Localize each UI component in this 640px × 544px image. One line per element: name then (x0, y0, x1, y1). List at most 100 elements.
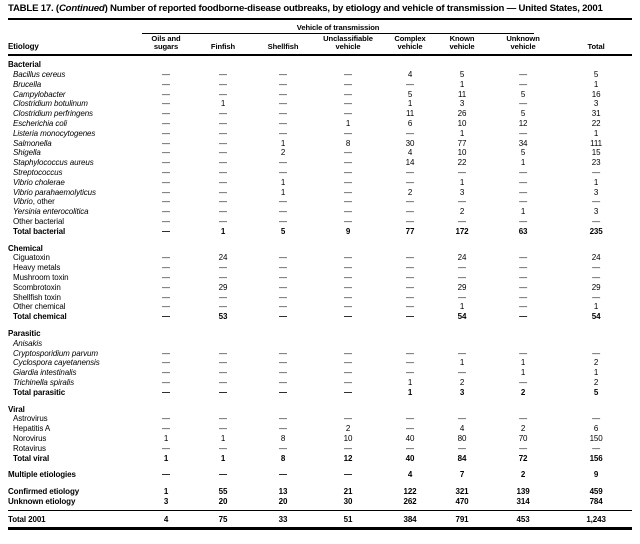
value-cell: — (344, 109, 352, 119)
value-cell: — (406, 217, 414, 227)
value-cell: — (279, 302, 287, 312)
etiology-name: Brucella (13, 79, 42, 89)
table-row: Ciguatoxin — 24 — — — 24 — 24 (8, 253, 632, 263)
value-cell: 31 (591, 109, 601, 119)
table-row: Total bacterial — 1 5 9 77 172 63 235 (8, 226, 632, 236)
value-cell: 11 (405, 109, 415, 119)
value-cell: 13 (278, 487, 288, 497)
value-cell: — (344, 168, 352, 178)
table-row: Vibrio, other — — — — — — — — (8, 197, 632, 207)
value-cell: 5 (520, 148, 526, 158)
value-cell: 70 (518, 433, 528, 443)
etiology-label: Listeria monocytogenes (8, 128, 138, 138)
value-cell: — (162, 414, 170, 424)
column-header-finfish: Finfish (194, 33, 252, 56)
value-cell (252, 338, 314, 348)
value-cell: 1 (220, 433, 226, 443)
etiology-label: Escherichia coli (8, 118, 138, 128)
value-cell: — (406, 443, 414, 453)
etiology-label: Rotavirus (8, 443, 138, 453)
value-cell: — (162, 443, 170, 453)
etiology-name: Streptococcus (13, 168, 63, 178)
table-row: Confirmed etiology 1 55 13 21 122 321 139 459 (8, 479, 632, 496)
value-cell: — (406, 263, 414, 273)
value-cell: — (279, 168, 287, 178)
value-cell: 1 (280, 177, 286, 187)
etiology-label: Heavy metals (8, 262, 138, 272)
value-cell: 2 (280, 148, 286, 158)
value-cell: — (519, 302, 527, 312)
value-cell: — (162, 187, 170, 197)
value-cell: — (344, 414, 352, 424)
value-cell: 9 (345, 226, 351, 236)
value-cell: — (406, 368, 414, 378)
value-cell: — (406, 128, 414, 138)
value-cell: — (219, 119, 227, 129)
value-cell: — (458, 368, 466, 378)
value-cell: — (519, 70, 527, 80)
value-cell: — (219, 158, 227, 168)
value-cell: — (162, 312, 170, 322)
value-cell: 321 (455, 487, 469, 497)
value-cell: 262 (403, 496, 417, 506)
value-cell: 1 (407, 387, 413, 397)
value-cell: — (219, 273, 227, 283)
value-cell: — (162, 302, 170, 312)
value-cell: — (279, 253, 287, 263)
value-cell: 2 (459, 207, 465, 217)
etiology-label: Brucella (8, 79, 138, 89)
etiology-name-suffix: , other (32, 197, 55, 207)
value-cell: 5 (459, 70, 465, 80)
table-row: Norovirus 1 1 8 10 40 80 70 150 (8, 433, 632, 443)
value-cell: — (279, 263, 287, 273)
value-cell: 122 (403, 487, 417, 497)
value-cell: — (162, 226, 170, 236)
value-cell: 24 (591, 253, 601, 263)
value-cell: — (592, 168, 601, 178)
value-cell: 20 (278, 496, 288, 506)
value-cell: 2 (520, 470, 526, 480)
etiology-name: Anisakis (13, 338, 42, 348)
value-cell: 172 (455, 226, 469, 236)
value-cell (314, 338, 382, 348)
value-cell: 314 (516, 496, 530, 506)
value-cell: — (458, 348, 466, 358)
value-cell: 26 (457, 109, 467, 119)
value-cell: — (162, 207, 170, 217)
etiology-name: Bacillus cereus (13, 70, 66, 80)
value-cell: — (219, 378, 227, 387)
value-cell: 235 (589, 226, 603, 236)
table-row: Total parasitic — — — — 1 3 2 5 (8, 387, 632, 397)
value-cell: 10 (457, 148, 467, 158)
value-cell: — (219, 168, 227, 178)
value-cell: — (219, 292, 227, 302)
value-cell: — (406, 197, 414, 207)
value-cell: — (279, 378, 287, 387)
value-cell: 5 (593, 387, 599, 397)
etiology-name: Escherichia coli (13, 119, 67, 129)
table-row: Yersinia enterocolitica — — — — — 2 1 3 (8, 206, 632, 216)
value-cell: — (162, 109, 170, 119)
value-cell: — (219, 368, 227, 378)
value-cell: — (519, 187, 527, 197)
value-cell: — (519, 378, 527, 387)
etiology-label: Campylobacter (8, 89, 138, 99)
table-title-continued: Continued (58, 3, 105, 14)
etiology-label: Shigella (8, 148, 138, 157)
value-cell: 1 (520, 368, 526, 378)
etiology-label: Total parasitic (8, 387, 138, 397)
value-cell: — (406, 282, 414, 292)
value-cell: — (344, 302, 352, 312)
value-cell: — (279, 109, 287, 119)
etiology-label: Clostridium perfringens (8, 108, 138, 118)
value-cell: — (458, 168, 466, 178)
value-cell: — (406, 312, 414, 322)
value-cell: — (406, 302, 414, 312)
etiology-label: Scombrotoxin (8, 282, 138, 292)
value-cell: — (344, 148, 352, 158)
etiology-label: Total chemical (8, 311, 138, 321)
value-cell: 111 (590, 138, 603, 148)
value-cell: 2 (593, 378, 599, 387)
value-cell: 6 (407, 119, 413, 129)
value-cell: 459 (589, 487, 603, 497)
